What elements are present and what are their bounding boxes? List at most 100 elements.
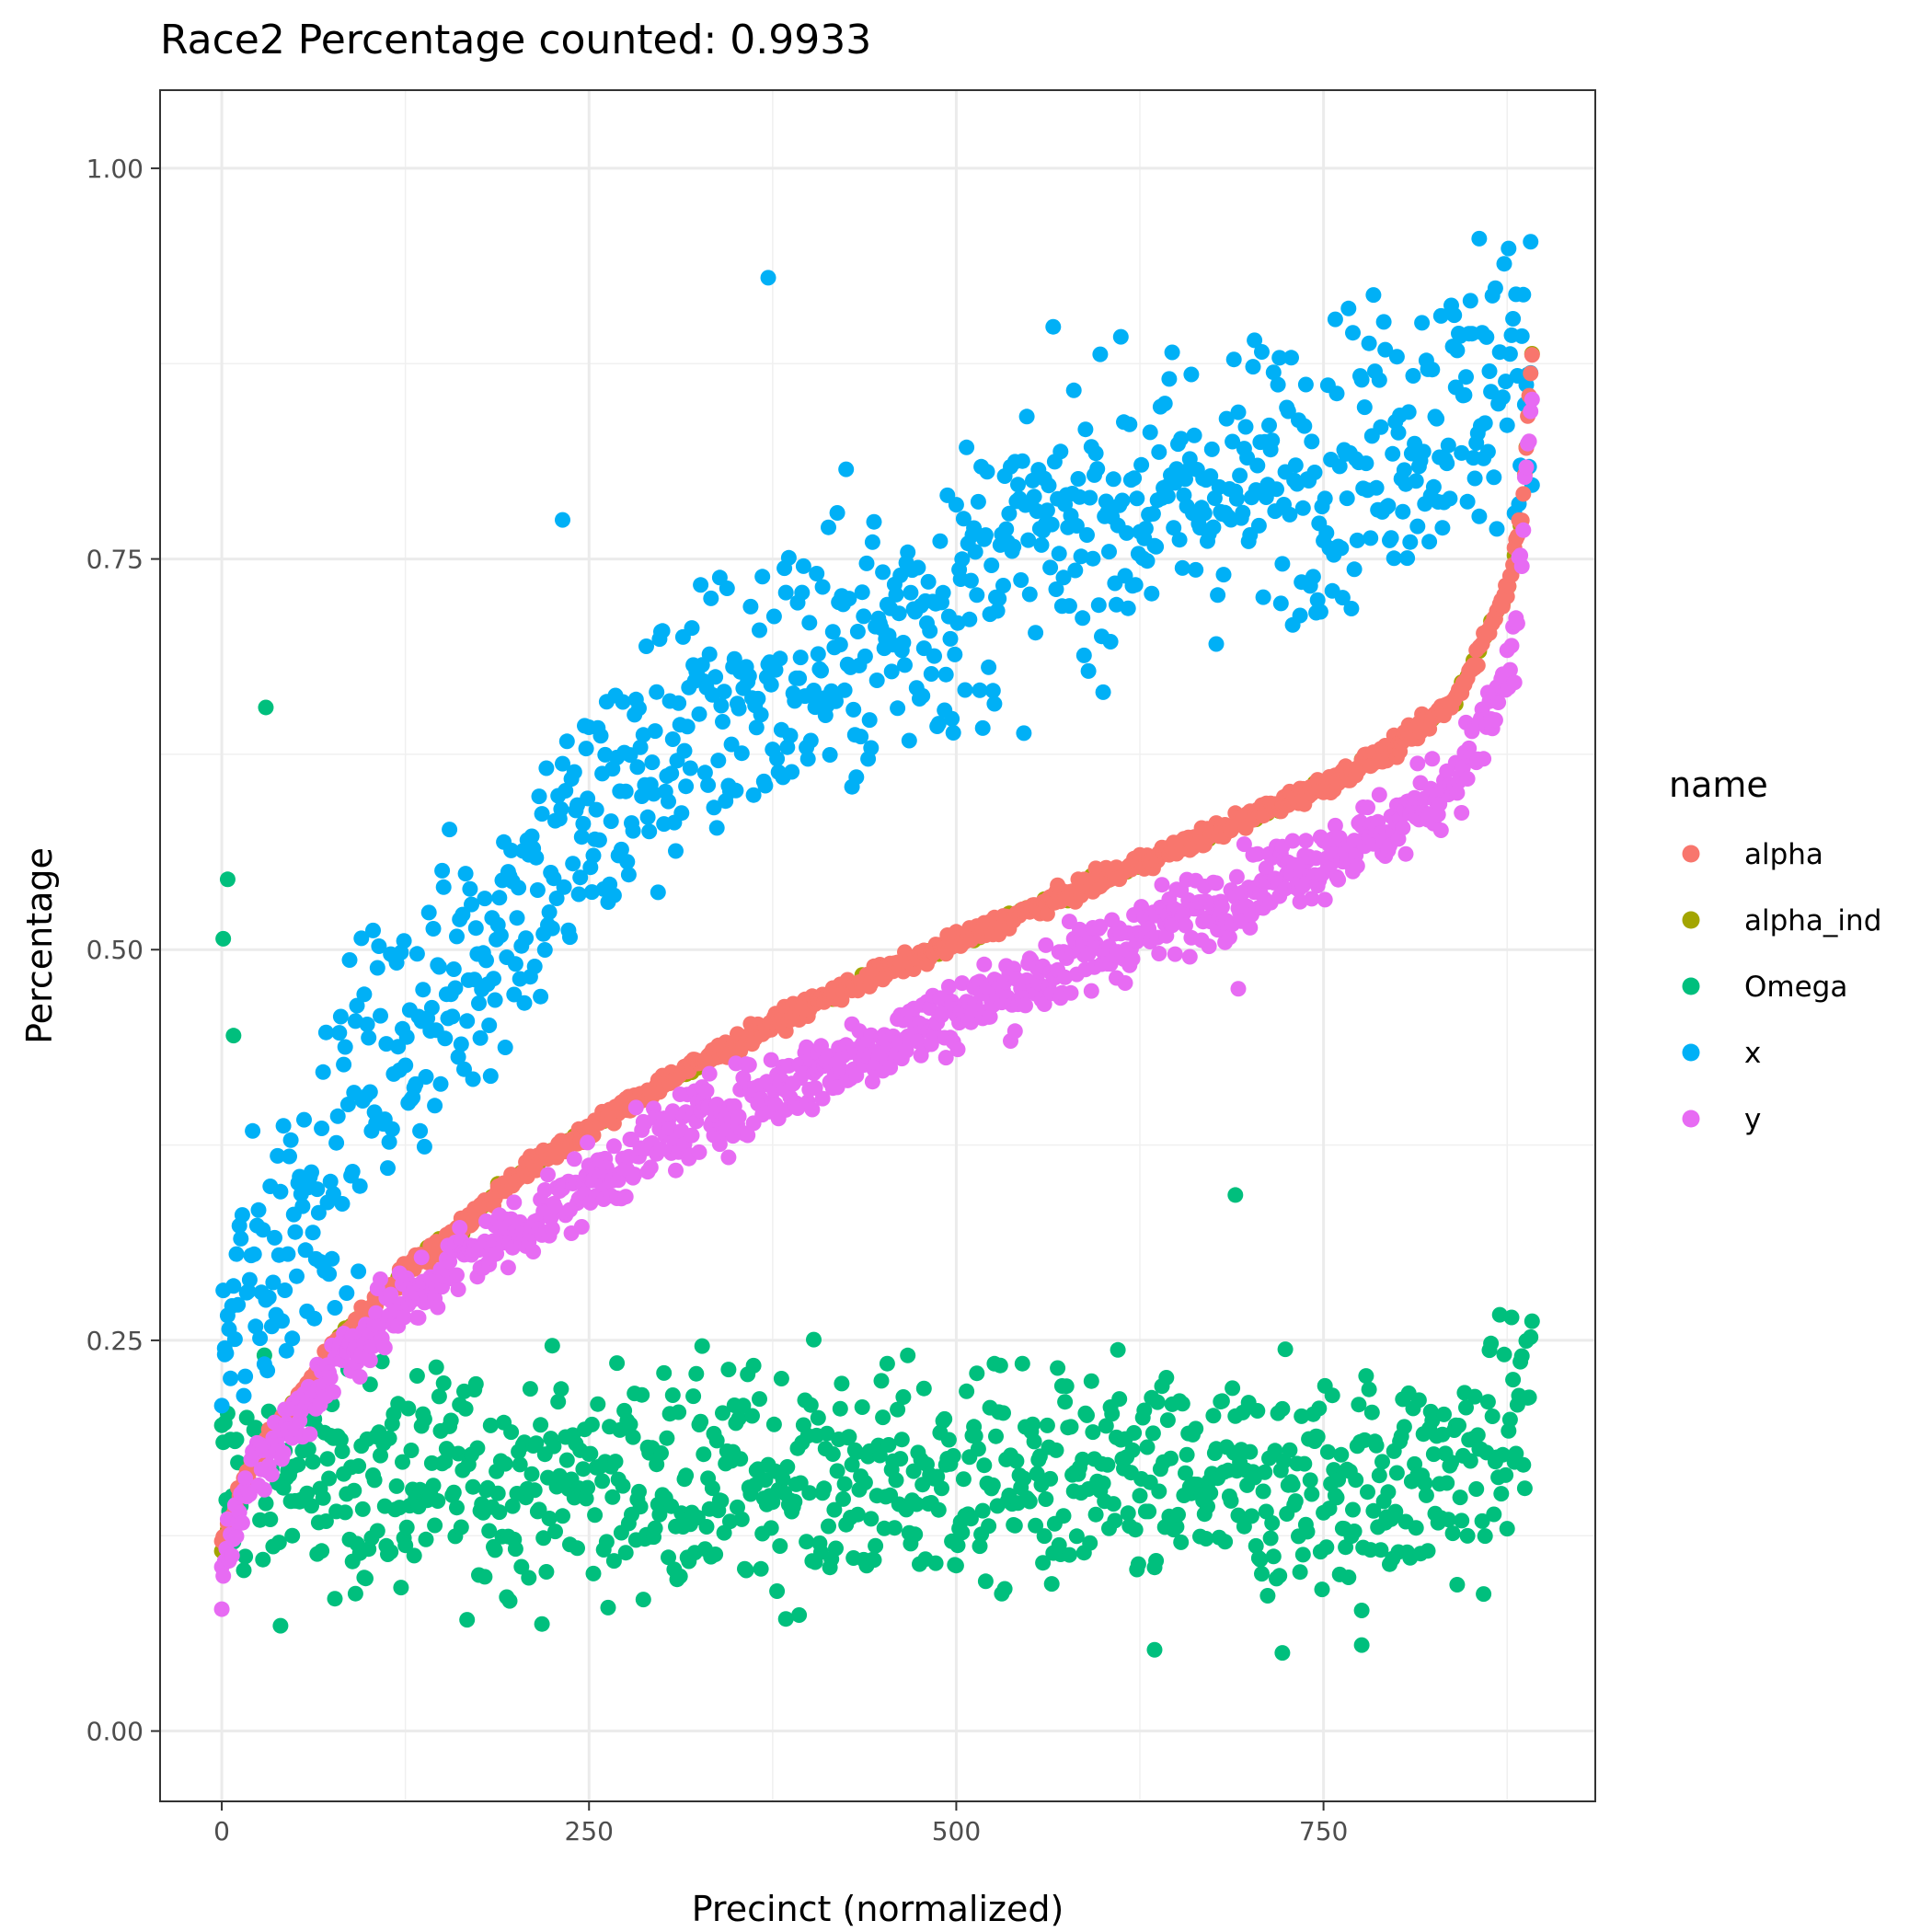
point-omega [1107, 1512, 1123, 1529]
point-y [1330, 871, 1347, 888]
point-omega [553, 1381, 569, 1397]
point-omega [258, 1495, 274, 1512]
point-x [431, 959, 447, 975]
point-y [452, 1220, 468, 1236]
point-x [447, 980, 464, 996]
legend-label: Omega [1744, 971, 1847, 1004]
point-omega [590, 1396, 606, 1412]
point-x [1249, 457, 1266, 474]
point-omega [337, 1504, 353, 1521]
point-omega [945, 1448, 961, 1464]
point-x [1052, 443, 1069, 460]
point-x [381, 1133, 397, 1150]
point-x [1079, 527, 1095, 543]
point-omega [1141, 1503, 1157, 1520]
point-x [1385, 445, 1401, 462]
point-omega [1163, 1450, 1179, 1466]
point-y [698, 1083, 715, 1099]
point-y [1006, 1023, 1023, 1040]
point-x [1119, 524, 1135, 541]
point-omega [236, 1562, 252, 1579]
point-x [1415, 443, 1432, 460]
point-omega [1459, 1527, 1476, 1544]
point-x [558, 733, 575, 750]
point-x [1363, 530, 1379, 546]
point-omega [400, 1400, 417, 1417]
point-omega [787, 1493, 803, 1510]
point-x [841, 591, 857, 607]
point-y [741, 1057, 757, 1073]
point-omega [1440, 1512, 1456, 1528]
point-x [995, 578, 1011, 593]
point-x [578, 741, 594, 757]
point-omega [1311, 1400, 1328, 1417]
point-y [982, 1008, 998, 1025]
point-alpha [1523, 365, 1539, 382]
point-omega [1333, 1446, 1350, 1463]
point-omega [1227, 1187, 1244, 1203]
point-x [701, 646, 718, 662]
point-x [625, 822, 641, 839]
point-omega [1294, 1408, 1310, 1424]
point-x [753, 707, 769, 723]
point-x [1148, 538, 1165, 555]
point-x [416, 1138, 432, 1155]
point-x [437, 1030, 454, 1047]
point-omega [1252, 1551, 1269, 1568]
point-omega [949, 1537, 966, 1554]
point-omega [1319, 1443, 1336, 1460]
point-omega [757, 1472, 774, 1489]
point-omega [1474, 1512, 1490, 1529]
point-x [745, 787, 762, 803]
point-y [362, 1352, 378, 1369]
point-omega [1006, 1517, 1023, 1534]
point-x [1067, 562, 1084, 579]
point-y [954, 975, 971, 992]
point-omega [1294, 1547, 1311, 1563]
point-omega [397, 1537, 414, 1554]
point-omega [547, 1524, 563, 1540]
point-x [1280, 403, 1296, 420]
point-omega [1418, 1487, 1434, 1503]
point-x [1137, 521, 1154, 536]
point-omega [1387, 1503, 1404, 1520]
point-x [523, 828, 540, 845]
point-omega [988, 1428, 1004, 1444]
point-x [802, 732, 819, 749]
point-omega [930, 1501, 947, 1518]
point-omega [1249, 1403, 1266, 1419]
point-omega [1505, 1372, 1522, 1388]
point-x [1073, 548, 1089, 565]
point-omega [1149, 1394, 1166, 1410]
point-x [1237, 419, 1254, 435]
point-x [1018, 408, 1035, 425]
point-y [1117, 975, 1133, 991]
point-x [597, 746, 614, 763]
point-omega [1021, 1493, 1038, 1510]
point-omega [395, 1454, 410, 1470]
point-omega [1016, 1470, 1032, 1487]
point-x [1466, 470, 1483, 487]
point-x [1340, 300, 1357, 316]
legend-key-alpha-ind [1682, 911, 1700, 929]
point-omega [799, 1534, 815, 1550]
point-x [259, 1363, 276, 1379]
point-x [1102, 634, 1119, 650]
point-x [650, 884, 666, 901]
point-x [1456, 386, 1473, 403]
point-y [573, 1219, 590, 1235]
point-y [373, 1271, 388, 1287]
point-x [1082, 489, 1098, 506]
point-omega [1213, 1393, 1230, 1409]
point-omega [522, 1381, 538, 1397]
point-x [923, 666, 939, 682]
point-x [1090, 597, 1107, 614]
point-x [1120, 600, 1136, 616]
point-y [1424, 751, 1441, 767]
point-x [707, 669, 724, 685]
point-x [226, 1331, 243, 1348]
point-x [1215, 567, 1232, 583]
point-omega [587, 1507, 604, 1524]
point-x [362, 1084, 378, 1100]
